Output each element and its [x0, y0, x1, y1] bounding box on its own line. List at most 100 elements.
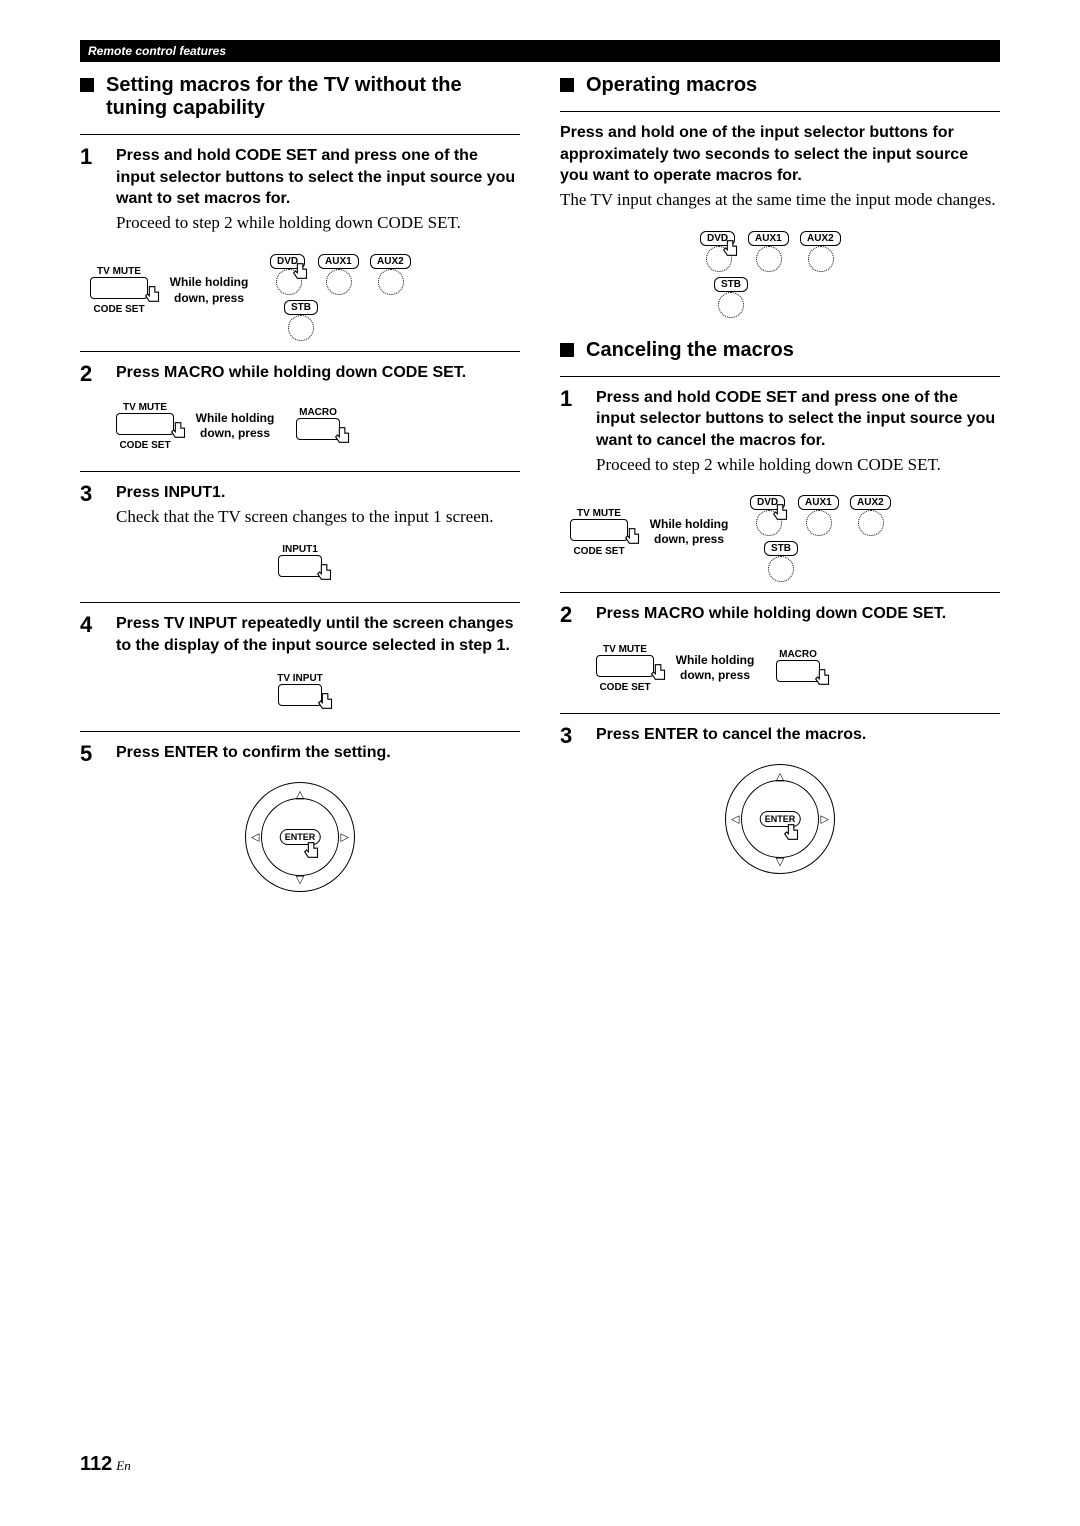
step-body: Press and hold CODE SET and press one of…: [116, 145, 520, 235]
figure-dpad-enter-right: △ ▽ ◁ ▷ ENTER: [560, 764, 1000, 874]
cancel-step-3: 3 Press ENTER to cancel the macros.: [560, 724, 1000, 748]
step-4: 4 Press TV INPUT repeatedly until the sc…: [80, 613, 520, 656]
step-body: Press ENTER to cancel the macros.: [596, 724, 1000, 748]
aux1-button-icon: AUX1: [798, 495, 839, 510]
dotted-circle-icon: [378, 269, 404, 295]
divider: [560, 592, 1000, 593]
divider: [560, 376, 1000, 377]
step-bold-text: Press ENTER to confirm the setting.: [116, 742, 520, 764]
operating-regular-text: The TV input changes at the same time th…: [560, 189, 1000, 212]
section-title-operating-macros: Operating macros: [560, 74, 1000, 97]
triangle-left-icon: ◁: [251, 830, 259, 843]
triangle-left-icon: ◁: [731, 812, 739, 825]
divider: [80, 134, 520, 135]
dotted-circle-icon: [288, 315, 314, 341]
dotted-circle-icon: [756, 246, 782, 272]
figure-input1: INPUT1: [80, 544, 520, 582]
triangle-down-icon: ▽: [776, 855, 784, 868]
divider: [80, 602, 520, 603]
stb-button-icon: STB: [714, 277, 748, 292]
tv-mute-label: TV MUTE: [116, 402, 174, 413]
code-set-label: CODE SET: [570, 546, 628, 557]
step-number: 1: [80, 145, 102, 235]
aux2-button-icon: AUX2: [850, 495, 891, 510]
triangle-up-icon: △: [296, 788, 304, 801]
finger-icon: [168, 418, 190, 442]
figure-tv-input: TV INPUT: [80, 673, 520, 711]
finger-icon: [290, 259, 312, 283]
square-bullet-icon: [560, 78, 574, 92]
step-body: Press ENTER to confirm the setting.: [116, 742, 520, 766]
finger-icon: [622, 524, 644, 548]
finger-icon: [315, 689, 337, 713]
square-bullet-icon: [560, 343, 574, 357]
step-number: 1: [560, 387, 582, 477]
step-number: 5: [80, 742, 102, 766]
section-title-canceling-macros: Canceling the macros: [560, 339, 1000, 362]
code-set-button-icon: [570, 519, 628, 541]
divider: [80, 471, 520, 472]
aux1-button-icon: AUX1: [318, 254, 359, 269]
while-holding-label: While holding down, press: [644, 517, 734, 548]
step-5: 5 Press ENTER to confirm the setting.: [80, 742, 520, 766]
input1-label: INPUT1: [278, 544, 322, 555]
finger-icon: [812, 665, 834, 689]
finger-icon: [314, 560, 336, 584]
finger-icon: [332, 423, 354, 447]
step-regular-text: Proceed to step 2 while holding down COD…: [596, 454, 1000, 477]
step-body: Press INPUT1. Check that the TV screen c…: [116, 482, 520, 529]
stb-button-icon: STB: [764, 541, 798, 556]
macro-label: MACRO: [776, 649, 820, 660]
dotted-circle-icon: [806, 510, 832, 536]
tv-mute-label: TV MUTE: [596, 644, 654, 655]
triangle-down-icon: ▽: [296, 873, 304, 886]
step-number: 2: [560, 603, 582, 627]
page-number-value: 112: [80, 1453, 112, 1475]
step-bold-text: Press and hold CODE SET and press one of…: [116, 145, 520, 210]
while-holding-label: While holding down, press: [190, 411, 280, 442]
content-columns: Setting macros for the TV without the tu…: [80, 74, 1000, 912]
step-bold-text: Press TV INPUT repeatedly until the scre…: [116, 613, 520, 656]
step-bold-text: Press MACRO while holding down CODE SET.: [116, 362, 520, 384]
step-number: 3: [80, 482, 102, 529]
operating-bold-text: Press and hold one of the input selector…: [560, 122, 1000, 187]
aux2-button-icon: AUX2: [800, 231, 841, 246]
while-holding-label: While holding down, press: [164, 275, 254, 306]
triangle-up-icon: △: [776, 770, 784, 783]
step-2: 2 Press MACRO while holding down CODE SE…: [80, 362, 520, 386]
dotted-circle-icon: [326, 269, 352, 295]
step-bold-text: Press MACRO while holding down CODE SET.: [596, 603, 1000, 625]
finger-icon: [781, 820, 803, 844]
left-column: Setting macros for the TV without the tu…: [80, 74, 520, 912]
step-regular-text: Proceed to step 2 while holding down COD…: [116, 212, 520, 235]
divider: [80, 731, 520, 732]
figure-code-set-selectors-right: TV MUTE CODE SET While holding down, pre…: [570, 492, 1000, 572]
step-body: Press MACRO while holding down CODE SET.: [116, 362, 520, 386]
code-set-button-icon: [596, 655, 654, 677]
triangle-right-icon: ▷: [341, 830, 349, 843]
tv-mute-label: TV MUTE: [570, 508, 628, 519]
code-set-label: CODE SET: [116, 440, 174, 451]
step-1: 1 Press and hold CODE SET and press one …: [80, 145, 520, 235]
step-bold-text: Press ENTER to cancel the macros.: [596, 724, 1000, 746]
cancel-step-1: 1 Press and hold CODE SET and press one …: [560, 387, 1000, 477]
step-bold-text: Press and hold CODE SET and press one of…: [596, 387, 1000, 452]
step-number: 2: [80, 362, 102, 386]
triangle-right-icon: ▷: [821, 812, 829, 825]
aux1-button-icon: AUX1: [748, 231, 789, 246]
dotted-circle-icon: [808, 246, 834, 272]
code-set-button-icon: [90, 277, 148, 299]
finger-icon: [720, 236, 742, 260]
tv-mute-label: TV MUTE: [90, 266, 148, 277]
step-body: Press MACRO while holding down CODE SET.: [596, 603, 1000, 627]
figure-code-set-selectors: TV MUTE CODE SET While holding down, pre…: [90, 251, 520, 331]
code-set-button-icon: [116, 413, 174, 435]
finger-icon: [142, 282, 164, 306]
code-set-label: CODE SET: [90, 304, 148, 315]
header-bar: Remote control features: [80, 40, 1000, 62]
macro-label: MACRO: [296, 407, 340, 418]
while-holding-label: While holding down, press: [670, 653, 760, 684]
step-body: Press and hold CODE SET and press one of…: [596, 387, 1000, 477]
section-title-text: Canceling the macros: [586, 339, 794, 362]
section-title-text: Operating macros: [586, 74, 757, 97]
